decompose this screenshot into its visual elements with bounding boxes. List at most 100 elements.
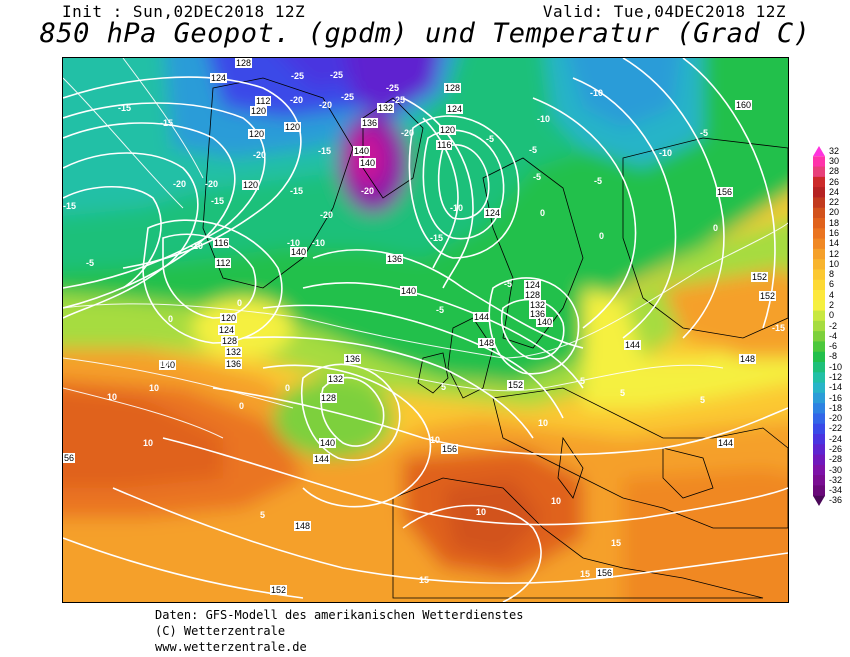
temperature-label: -25 [330, 70, 344, 80]
temperature-label: 5 [620, 388, 626, 398]
legend-label: 18 [829, 217, 840, 228]
geopotential-label: 128 [444, 83, 462, 93]
legend-label: -12 [829, 371, 843, 382]
geopotential-label: 144 [624, 340, 642, 350]
temperature-isolines [63, 58, 788, 439]
geopotential-label: 120 [242, 180, 260, 190]
geopotential-label: 56 [63, 453, 76, 463]
temperature-label: -15 [160, 118, 174, 128]
temperature-label: 0 [540, 208, 546, 218]
valid-time: Valid: Tue,04DEC2018 12Z [542, 2, 786, 21]
legend-label: -32 [829, 474, 843, 485]
geopotential-label: 140 [290, 247, 308, 257]
temperature-label: -15 [430, 233, 444, 243]
geopotential-label: 136 [386, 254, 404, 264]
legend-label: 8 [829, 269, 835, 280]
legend-label: 16 [829, 227, 840, 238]
geopotential-label: 140 [400, 286, 418, 296]
temperature-label: -15 [118, 103, 132, 113]
geopotential-label: 128 [235, 58, 253, 68]
temperature-label: -5 [436, 305, 445, 315]
legend-label: 24 [829, 186, 840, 197]
legend-label: 28 [829, 166, 840, 177]
legend-swatch [813, 166, 825, 178]
geopotential-label: 160 [735, 100, 753, 110]
temperature-label: -25 [341, 92, 355, 102]
legend-swatch [813, 362, 825, 373]
geopotential-label: 136 [361, 118, 379, 128]
legend-label: -22 [829, 423, 843, 434]
legend-label: -18 [829, 402, 843, 413]
legend-label: -6 [829, 341, 838, 352]
geopotential-label: 132 [327, 374, 345, 384]
legend-swatch [813, 228, 825, 240]
legend-swatch [813, 146, 825, 157]
temperature-label: 10 [149, 383, 160, 393]
legend-label: 4 [829, 289, 835, 300]
geopotential-label: 112 [255, 96, 272, 106]
temperature-label: 10 [538, 418, 549, 428]
legend-swatch [813, 475, 825, 486]
geopotential-label: 152 [759, 291, 777, 301]
legend-label: -10 [829, 361, 843, 372]
geopotential-label: 112 [215, 258, 232, 268]
temperature-label: -20 [361, 186, 375, 196]
weather-map: 128 124 120 120 120 120 116 112 112 128 … [62, 57, 789, 603]
temperature-label: -10 [537, 114, 551, 124]
legend-label: 6 [829, 279, 835, 290]
geopotential-label: 132 [225, 347, 243, 357]
geopotential-label: 144 [313, 454, 331, 464]
geopotential-label: 124 [218, 325, 236, 335]
temperature-color-legend [813, 146, 825, 506]
legend-label: -2 [829, 320, 838, 331]
legend-swatch [813, 351, 825, 363]
temperature-label: -10 [659, 148, 673, 158]
legend-swatch [813, 392, 825, 404]
geopotential-label: 116 [213, 238, 230, 248]
temperature-label: 15 [611, 538, 622, 548]
footer-website: www.wetterzentrale.de [155, 640, 307, 654]
geopotential-label: 124 [484, 208, 502, 218]
temperature-label: 0 [713, 223, 719, 233]
legend-swatch [813, 454, 825, 466]
legend-label: -8 [829, 351, 838, 362]
temperature-label: 0 [237, 298, 243, 308]
legend-swatch [813, 444, 825, 456]
legend-swatch [813, 310, 825, 322]
legend-swatch [813, 331, 825, 342]
temperature-label: -15 [211, 196, 225, 206]
temperature-label: -10 [312, 238, 326, 248]
legend-label: -34 [829, 485, 843, 496]
temperature-label: 0 [168, 314, 174, 324]
temperature-label: -5 [700, 128, 709, 138]
legend-swatch [813, 413, 825, 425]
temperature-label: -5 [594, 176, 603, 186]
geopotential-label: 120 [248, 129, 266, 139]
temperature-label: -5 [533, 172, 542, 182]
legend-swatch [813, 259, 825, 270]
geopotential-label: 140 [353, 146, 371, 156]
legend-label: 20 [829, 207, 840, 218]
legend-swatch [813, 341, 825, 353]
legend-swatch [813, 403, 825, 414]
temperature-label: -10 [590, 88, 604, 98]
temperature-label: 10 [430, 435, 441, 445]
temperature-label: -25 [392, 95, 406, 105]
temperature-label: -20 [401, 128, 415, 138]
geopotential-label: 156 [716, 187, 734, 197]
temperature-label: -15 [290, 186, 304, 196]
geopotential-label: 124 [210, 73, 228, 83]
geopotential-label: 152 [270, 585, 288, 595]
geopotential-label: 140 [319, 438, 337, 448]
legend-swatch [813, 382, 825, 394]
legend-swatch [813, 423, 825, 435]
temperature-label: 10 [107, 392, 118, 402]
legend-swatch [813, 218, 825, 229]
geopotential-label: 156 [441, 444, 459, 454]
legend-swatch [813, 279, 825, 291]
legend-swatch [813, 156, 825, 168]
temperature-label: 10 [551, 496, 562, 506]
geopotential-label: 144 [717, 438, 735, 448]
legend-label: 0 [829, 310, 835, 321]
temperature-label: -5 [529, 145, 538, 155]
